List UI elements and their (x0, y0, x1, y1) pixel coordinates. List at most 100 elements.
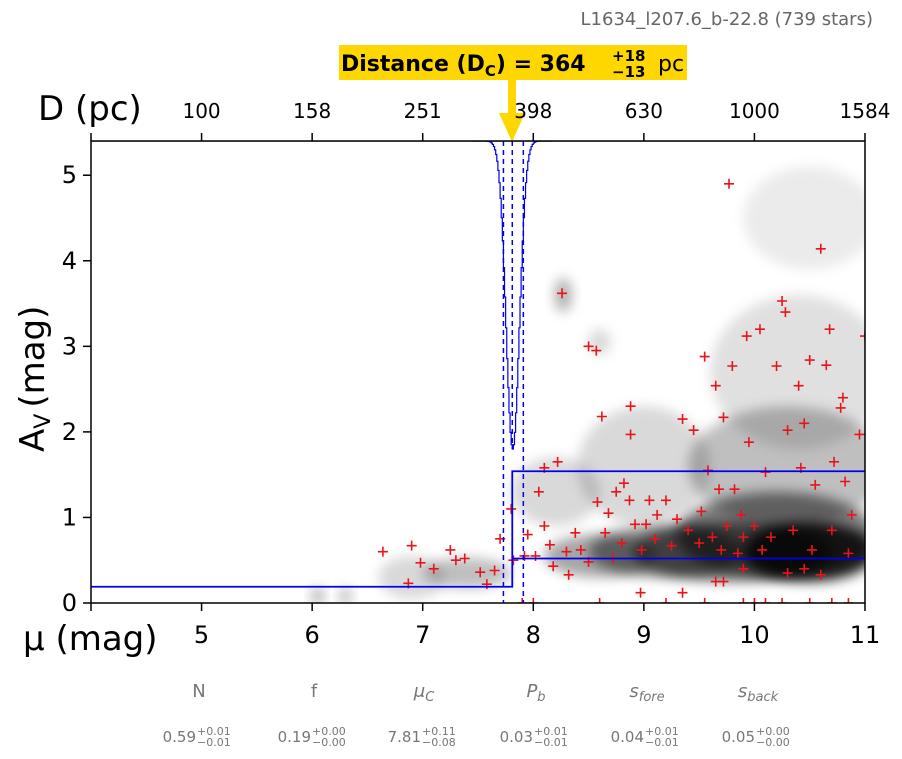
star-marker (810, 479, 821, 490)
x-tick-label: 7 (415, 621, 430, 649)
y-tick-label: 1 (62, 503, 77, 531)
star-marker (846, 509, 857, 520)
star-marker (777, 598, 788, 603)
x-axis-title: μ (mag) (23, 619, 158, 659)
param-plus: +0.00 (756, 725, 790, 738)
star-marker (854, 429, 865, 440)
param-value: 0.05 (722, 728, 755, 746)
star-marker (707, 532, 718, 543)
density-blob (511, 457, 600, 526)
star-marker (450, 555, 461, 566)
star-marker (710, 576, 721, 587)
star-marker (624, 495, 635, 506)
star-marker (804, 598, 815, 603)
star-marker (727, 361, 738, 372)
star-marker (415, 557, 426, 568)
star-marker (630, 519, 641, 530)
plot-frame (90, 140, 866, 604)
star-marker (815, 243, 826, 254)
star-marker (641, 519, 652, 530)
star-marker (760, 598, 771, 603)
star-marker (552, 456, 563, 467)
star-marker (799, 418, 810, 429)
star-marker (600, 527, 611, 538)
star-marker (840, 476, 851, 487)
star-marker (721, 521, 732, 531)
star-marker (428, 563, 439, 574)
chart-title: L1634_l207.6_b-22.8 (739 stars) (581, 9, 873, 30)
param-value: 0.59 (163, 728, 196, 746)
param-name: sfore (629, 681, 664, 705)
density-blob (577, 406, 711, 526)
x-tick-label: 9 (636, 621, 651, 649)
star-marker (718, 412, 729, 423)
star-marker (782, 568, 793, 579)
star-marker (677, 587, 688, 598)
star-marker (757, 544, 768, 555)
y-axis-title: AV(mag) (13, 306, 56, 452)
star-marker (694, 538, 705, 549)
star-marker (837, 392, 848, 403)
star-marker (445, 544, 456, 555)
star-marker (699, 351, 710, 362)
x-tick-label: 10 (739, 621, 770, 649)
star-marker (625, 401, 636, 412)
density-blob (378, 555, 445, 599)
star-marker (738, 598, 749, 603)
y-tick-label: 4 (62, 247, 77, 275)
param-plus: +0.00 (312, 725, 346, 738)
star-marker (603, 508, 614, 519)
param-value: 7.81 (388, 728, 421, 746)
star-marker (677, 414, 688, 425)
y-tick-label: 5 (62, 161, 77, 189)
param-minus: −0.01 (197, 736, 231, 749)
star-marker (738, 563, 749, 574)
density-blob (710, 295, 865, 449)
y-axis: 0 1 2 3 4 5 (62, 161, 91, 617)
star-marker (517, 598, 528, 603)
density-blob (422, 557, 512, 589)
star-marker (635, 587, 646, 598)
star-marker (743, 437, 754, 448)
plot-area (90, 140, 866, 604)
distance-banner-minus: −13 (612, 63, 645, 81)
star-marker (741, 331, 752, 342)
top-tick-label: 630 (625, 99, 663, 123)
density-blob (554, 277, 572, 313)
top-tick-label: 100 (182, 99, 220, 123)
star-marker (788, 525, 799, 536)
star-marker (723, 178, 734, 189)
star-marker (749, 598, 760, 603)
param-name: Pb (526, 681, 545, 705)
star-marker (625, 429, 636, 440)
top-tick-label: 1584 (840, 99, 891, 123)
star-marker (749, 521, 760, 531)
star-marker (829, 456, 840, 467)
param-plus: +0.01 (645, 725, 679, 738)
param-name: μC (413, 681, 435, 705)
star-marker (544, 539, 555, 550)
star-marker (611, 486, 622, 497)
top-tick-label: 1000 (729, 99, 780, 123)
star-marker (594, 598, 605, 603)
density-blob (544, 534, 655, 578)
star-marker (666, 540, 677, 551)
param-plus: +0.01 (197, 725, 231, 738)
x-tick-label: 11 (850, 621, 881, 649)
star-marker (591, 345, 602, 356)
param-name: N (192, 681, 205, 702)
star-marker (815, 569, 826, 580)
star-marker (618, 478, 629, 489)
star-marker (563, 569, 574, 580)
star-marker (824, 324, 835, 335)
star-marker (596, 411, 607, 422)
star-marker (506, 503, 517, 514)
density-blob (743, 166, 865, 270)
star-marker (570, 527, 581, 538)
param-minus: −0.01 (534, 736, 568, 749)
star-marker (736, 509, 747, 520)
param-value: 0.03 (500, 728, 533, 746)
star-marker (771, 361, 782, 372)
star-marker (766, 532, 777, 543)
